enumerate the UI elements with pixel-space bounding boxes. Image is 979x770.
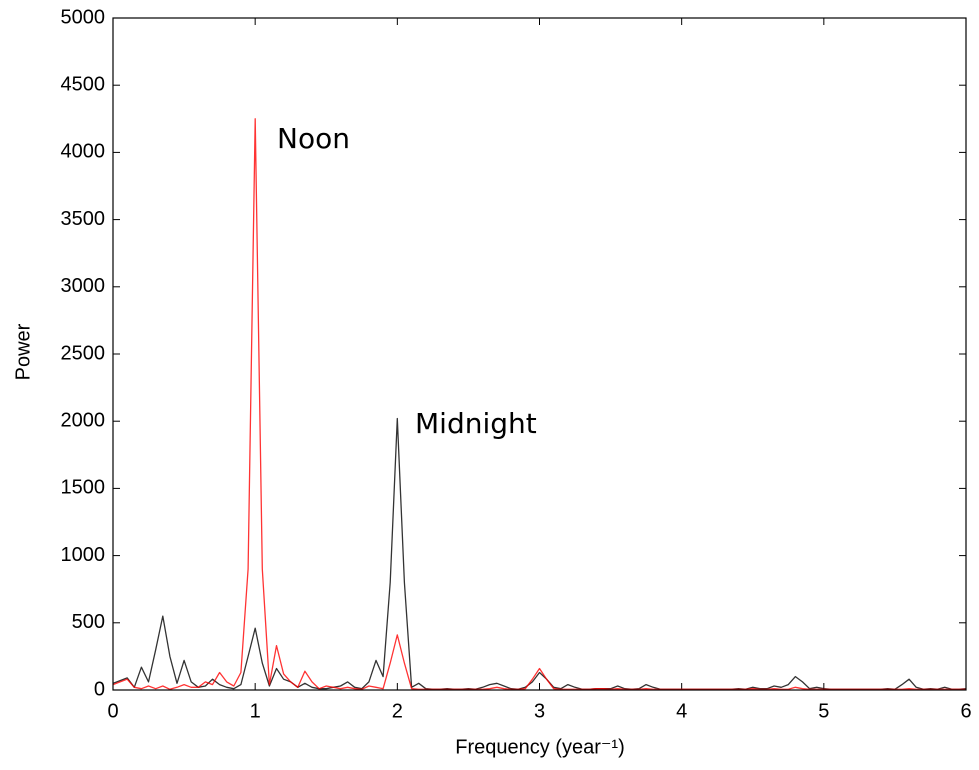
x-tick-label: 3: [534, 700, 545, 722]
plot-frame: [112, 17, 967, 691]
x-tick-label: 4: [676, 700, 687, 722]
series-line: [112, 417, 967, 690]
y-tick-label: 3000: [61, 275, 106, 297]
annotation: Midnight: [415, 407, 537, 440]
x-tick-label: 5: [818, 700, 829, 722]
y-tick-label: 1500: [61, 477, 106, 499]
y-tick-label: 0: [94, 678, 105, 700]
y-tick-label: 5000: [61, 6, 106, 28]
y-tick-label: 2500: [61, 342, 106, 364]
y-tick-label: 3500: [61, 208, 106, 230]
y-tick-label: 2000: [61, 409, 106, 431]
y-tick-label: 500: [72, 611, 105, 633]
y-axis-label: Power: [12, 323, 34, 380]
y-tick-label: 1000: [61, 544, 106, 566]
series-line: [112, 118, 966, 690]
annotation: Noon: [277, 122, 350, 155]
y-tick-label: 4500: [61, 73, 106, 95]
x-tick-label: 1: [250, 700, 261, 722]
x-tick-label: 6: [960, 700, 971, 722]
x-axis-label: Frequency (year⁻¹): [455, 736, 625, 758]
x-tick-label: 2: [392, 700, 403, 722]
x-tick-label: 0: [107, 700, 118, 722]
y-tick-label: 4000: [61, 141, 106, 163]
